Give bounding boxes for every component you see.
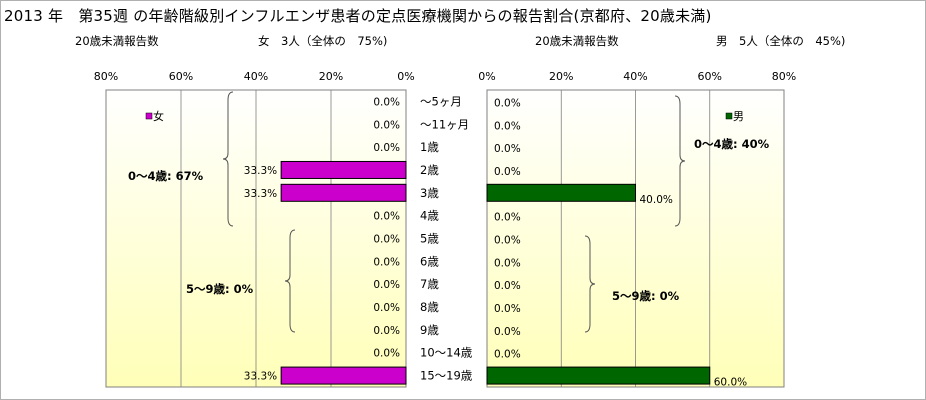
category-label: 3歳 [420, 186, 439, 200]
female-annotation-0-4: 0～4歳: 67% [128, 169, 204, 183]
category-label: 10～14歳 [420, 346, 473, 360]
male-under20-label: 20歳未満報告数 [535, 34, 619, 48]
male-value-label: 0.0% [494, 349, 521, 361]
male-tick-label: 20% [549, 70, 573, 83]
female-brace-5-9 [284, 229, 296, 333]
category-label: 7歳 [420, 277, 439, 291]
category-label: 15～19歳 [420, 369, 473, 383]
category-label: ～5ヶ月 [420, 94, 462, 108]
male-value-label: 0.0% [494, 326, 521, 338]
female-value-label: 0.0% [373, 234, 400, 246]
female-legend-swatch [145, 112, 153, 120]
category-label: 2歳 [420, 163, 439, 177]
female-value-label: 0.0% [373, 302, 400, 314]
category-label: 8歳 [420, 300, 439, 314]
male-value-label: 0.0% [494, 280, 521, 292]
female-tick-label: 80% [94, 70, 118, 83]
female-summary: 女 3人（全体の 75%) [258, 34, 388, 48]
female-value-label: 0.0% [373, 142, 400, 154]
male-value-label: 0.0% [494, 120, 521, 132]
female-value-label: 0.0% [373, 211, 400, 223]
male-brace-0-4 [674, 95, 686, 227]
female-value-label: 0.0% [373, 96, 400, 108]
male-tick-label: 0% [478, 70, 495, 83]
male-tick-label: 60% [698, 70, 722, 83]
female-value-label: 0.0% [373, 348, 400, 360]
female-value-label: 33.3% [244, 188, 277, 200]
male-brace-5-9 [584, 235, 596, 333]
male-value-label: 0.0% [494, 303, 521, 315]
female-tick-label: 40% [244, 70, 268, 83]
female-legend-label: 女 [153, 109, 164, 123]
female-bar [280, 366, 407, 385]
female-under20-label: 20歳未満報告数 [75, 34, 159, 48]
male-legend-swatch [725, 112, 733, 120]
female-tick-label: 0% [397, 70, 414, 83]
male-value-label: 60.0% [714, 377, 747, 389]
male-annotation-5-9: 5～9歳: 0% [612, 289, 680, 303]
male-bar [486, 366, 711, 385]
category-label: 5歳 [420, 232, 439, 246]
category-label: ～11ヶ月 [420, 117, 469, 131]
category-label: 4歳 [420, 209, 439, 223]
female-brace-0-4 [222, 91, 234, 227]
female-annotation-5-9: 5～9歳: 0% [186, 282, 254, 296]
female-value-label: 0.0% [373, 279, 400, 291]
male-bar [486, 183, 636, 202]
male-value-label: 0.0% [494, 97, 521, 109]
chart-title: 2013 年 第35週 の年齢階級別インフルエンザ患者の定点医療機関からの報告割… [4, 7, 712, 25]
female-value-label: 33.3% [244, 165, 277, 177]
male-value-label: 0.0% [494, 235, 521, 247]
female-value-label: 0.0% [373, 119, 400, 131]
male-tick-label: 80% [772, 70, 796, 83]
male-value-label: 0.0% [494, 212, 521, 224]
category-label: 6歳 [420, 254, 439, 268]
category-label: 9歳 [420, 323, 439, 337]
female-bar [280, 183, 407, 202]
female-value-label: 0.0% [373, 325, 400, 337]
male-annotation-0-4: 0～4歳: 40% [694, 137, 770, 151]
female-tick-label: 60% [169, 70, 193, 83]
male-value-label: 40.0% [640, 194, 673, 206]
female-tick-label: 20% [319, 70, 343, 83]
male-tick-label: 40% [623, 70, 647, 83]
male-summary: 男 5人（全体の 45%) [716, 34, 846, 48]
female-value-label: 0.0% [373, 256, 400, 268]
female-bar [280, 160, 407, 179]
female-value-label: 33.3% [244, 371, 277, 383]
male-value-label: 0.0% [494, 257, 521, 269]
male-value-label: 0.0% [494, 166, 521, 178]
male-legend-label: 男 [733, 110, 744, 123]
category-label: 1歳 [420, 140, 439, 154]
male-value-label: 0.0% [494, 143, 521, 155]
